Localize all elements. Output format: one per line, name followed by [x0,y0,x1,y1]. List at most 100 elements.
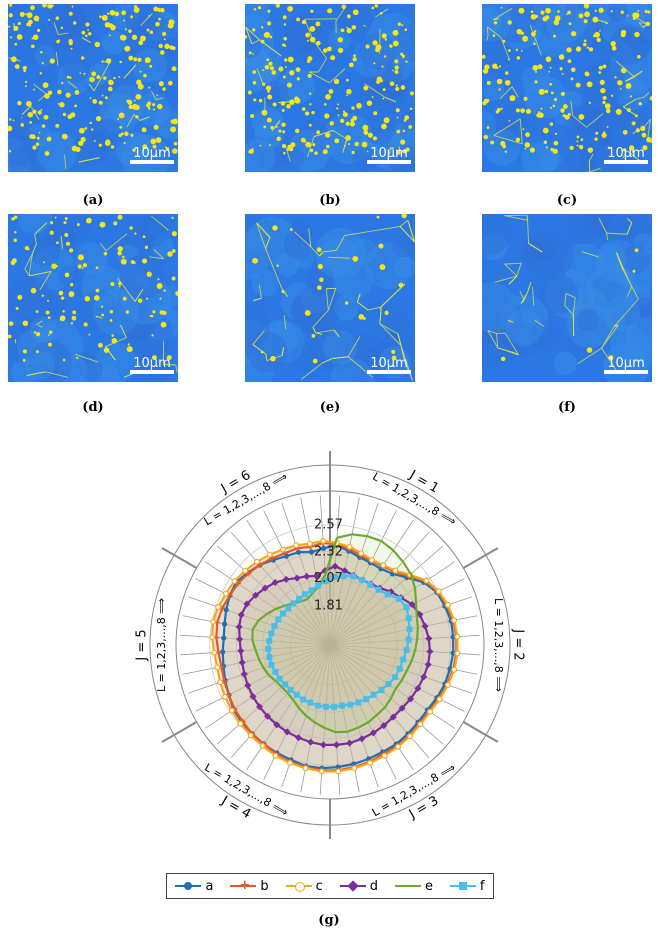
group-separator [161,547,198,569]
data-point-d [341,567,349,575]
grain-boundary [598,217,608,234]
yellow-speck [43,114,49,120]
yellow-speck [301,19,307,25]
grain-boundary [532,286,535,306]
yellow-speck [525,132,531,138]
yellow-speck [334,138,340,144]
yellow-speck [402,129,405,133]
group-separator [462,547,499,569]
grain [47,214,94,245]
yellow-speck [47,90,53,96]
yellow-speck [328,89,334,94]
yellow-speck [71,315,77,321]
yellow-speck [76,223,80,227]
yellow-speck [284,44,287,47]
grain-boundary [252,344,267,355]
data-point-d [237,647,245,655]
data-point-c [368,556,375,563]
yellow-speck [262,69,265,72]
yellow-speck [324,113,330,119]
grain-boundary [622,150,628,159]
yellow-speck [282,143,287,149]
yellow-speck [40,108,43,111]
yellow-speck [107,86,113,92]
grain-boundary [252,330,265,345]
grain-boundary [39,271,52,291]
yellow-speck [535,70,537,73]
grain [245,302,271,350]
yellow-speck [559,67,563,71]
grain-boundary [397,333,402,346]
grain [565,331,592,357]
grain-boundary [325,288,329,311]
yellow-speck [504,79,511,86]
grain [16,214,53,234]
yellow-speck [570,77,574,81]
yellow-speck [158,43,163,49]
data-point-f [392,674,399,681]
yellow-speck [351,25,357,30]
yellow-speck [403,119,407,122]
data-point-f [282,681,289,688]
data-point-c [306,540,313,547]
yellow-speck [638,101,642,106]
yellow-speck [289,228,293,231]
yellow-speck [29,134,34,139]
yellow-speck [163,289,166,292]
grain-boundary [380,283,406,308]
yellow-speck [133,261,136,265]
yellow-speck [277,122,280,124]
ebsd-map-d: 10μm [8,214,178,382]
grain [117,93,140,117]
yellow-speck [631,150,635,153]
data-point-d [358,735,366,743]
yellow-speck [576,135,580,139]
grain-boundary [364,83,386,98]
yellow-speck [346,14,351,19]
grain-boundary [527,281,532,293]
scale-label: 10μm [607,146,644,161]
grain [332,258,374,300]
grain [125,4,160,38]
data-point-d [387,588,395,596]
yellow-speck [306,39,309,42]
yellow-speck [68,11,73,16]
grain-boundary [589,167,601,172]
yellow-speck [17,23,19,25]
yellow-speck [307,56,313,62]
grain [8,145,32,172]
data-point-d [414,684,422,692]
grain-boundary [332,356,349,359]
yellow-speck [533,42,536,46]
grain-boundary [256,68,264,86]
yellow-speck [312,358,318,364]
yellow-speck [324,103,327,106]
data-point-d [407,695,415,703]
grain-boundary [493,8,513,21]
yellow-speck [586,81,593,88]
yellow-speck [127,99,133,105]
yellow-speck [33,331,37,334]
yellow-speck [312,143,316,147]
grain [320,237,357,274]
radial-spoke [329,644,444,745]
yellow-speck [647,10,651,14]
yellow-speck [401,54,406,59]
grain [246,248,272,274]
yellow-speck [562,114,566,118]
yellow-speck [126,346,133,353]
yellow-speck [550,91,554,95]
yellow-speck [57,102,60,105]
grain-boundary [504,263,518,277]
grain-boundary [155,97,164,101]
yellow-speck [343,144,346,147]
yellow-speck [383,55,387,58]
yellow-speck [282,130,286,134]
legend-swatch [175,879,202,893]
grain [539,274,579,314]
data-point-f [396,595,403,602]
yellow-speck [16,34,23,40]
data-point-d [238,658,246,666]
data-point-d [252,591,260,599]
yellow-speck [554,15,561,22]
